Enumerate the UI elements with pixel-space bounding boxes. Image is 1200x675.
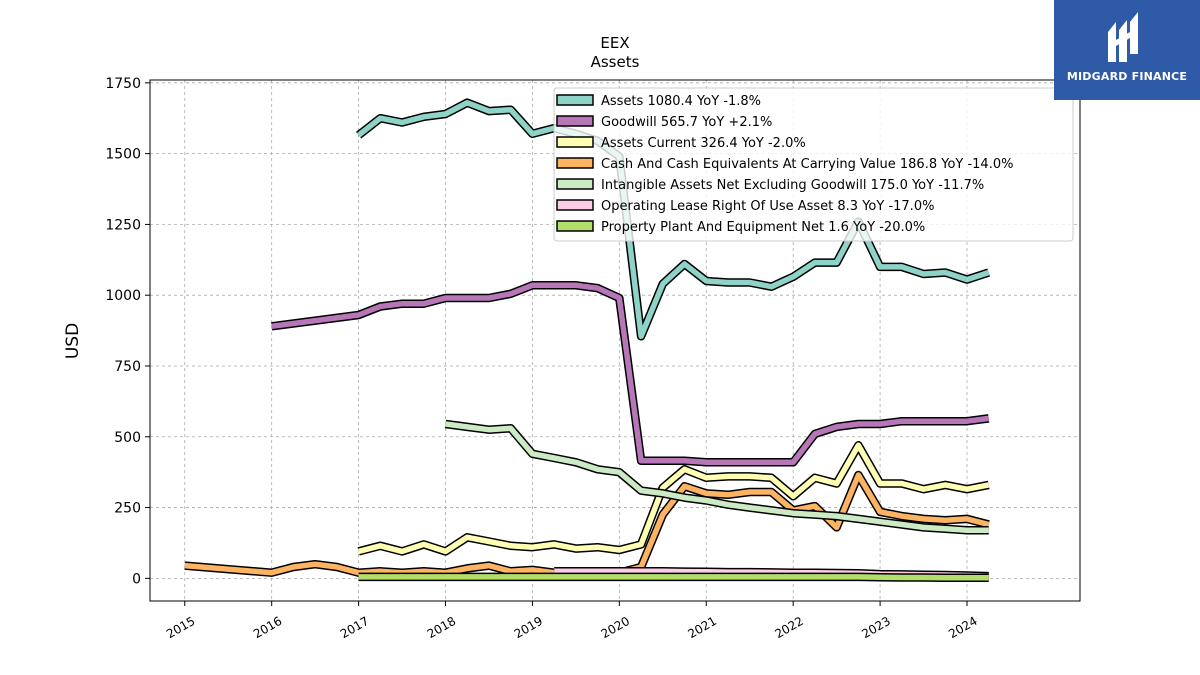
series-line	[356, 99, 990, 340]
legend-entry: Cash And Cash Equivalents At Carrying Va…	[601, 157, 1013, 172]
legend-swatch	[556, 199, 594, 211]
legend-swatch	[556, 220, 594, 232]
logo-icon	[1108, 12, 1138, 62]
y-tick-label: 1750	[105, 76, 141, 92]
legend-entry: Operating Lease Right Of Use Asset 8.3 Y…	[601, 199, 934, 214]
y-tick-label: 500	[114, 430, 141, 446]
y-tick-label: 750	[114, 359, 141, 375]
legend-swatch	[556, 136, 594, 148]
chart-subtitle: Assets	[591, 53, 640, 71]
legend-entry: Goodwill 565.7 YoY +2.1%	[601, 115, 772, 130]
y-tick-label: 250	[114, 501, 141, 517]
legend-swatch	[556, 178, 594, 190]
y-tick-label: 1000	[105, 288, 141, 304]
legend-swatch	[556, 94, 594, 106]
y-axis-label: USD	[63, 323, 83, 359]
legend-swatch	[556, 157, 594, 169]
series-lines	[184, 98, 991, 583]
legend: Assets 1080.4 YoY -1.8% Goodwill 565.7 Yo…	[553, 87, 1074, 242]
legend-swatch	[556, 115, 594, 127]
series-line	[271, 282, 990, 466]
y-tick-label: 1500	[105, 147, 141, 163]
series-line	[445, 421, 989, 533]
series-line	[357, 442, 990, 555]
brand-logo: MIDGARD FINANCE	[1054, 0, 1200, 100]
legend-box	[553, 87, 1074, 242]
y-tick-label: 0	[132, 571, 141, 587]
legend-entry: Property Plant And Equipment Net 1.6 YoY…	[601, 220, 925, 235]
chart-title: EEX	[600, 34, 629, 52]
legend-entry: Assets Current 326.4 YoY -2.0%	[601, 136, 806, 151]
legend-entry: Intangible Assets Net Excluding Goodwill…	[601, 178, 984, 193]
plot-frame	[149, 79, 1081, 602]
brand-name: MIDGARD FINANCE	[1066, 70, 1188, 83]
legend-entry: Assets 1080.4 YoY -1.8%	[601, 94, 761, 109]
series-line	[358, 574, 989, 581]
y-tick-label: 1250	[105, 217, 141, 233]
